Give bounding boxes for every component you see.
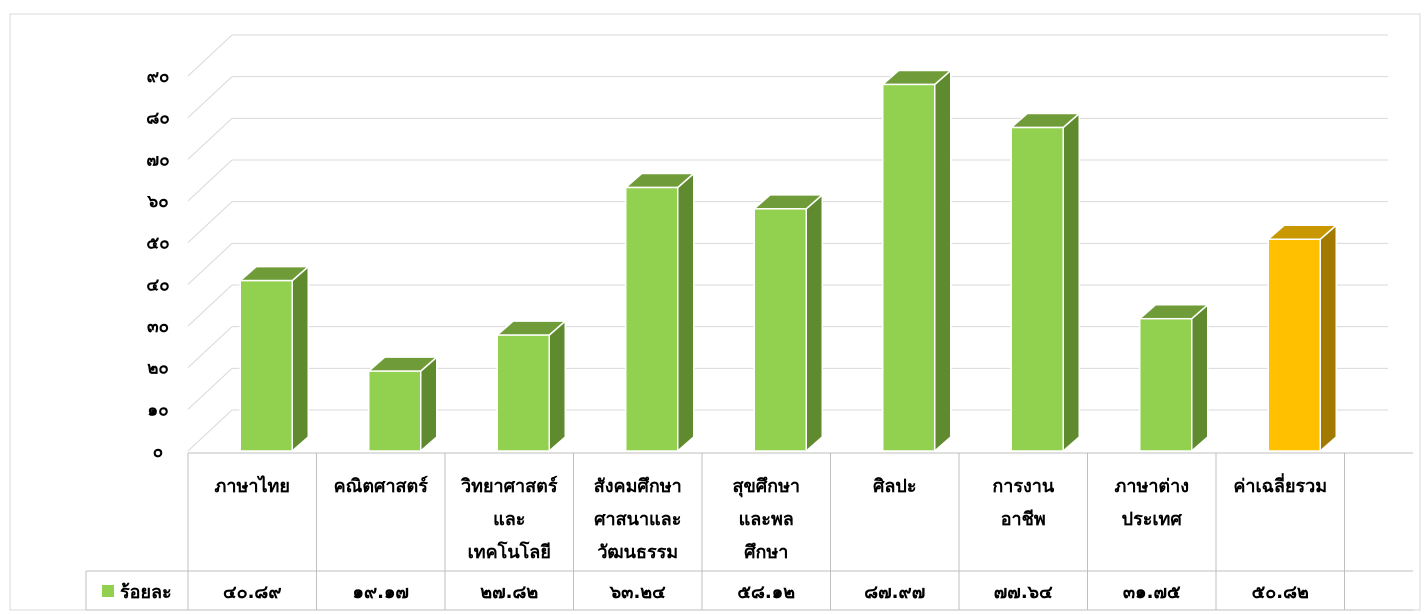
value-label: ๔๐.๘๙ xyxy=(223,582,282,603)
bar-side xyxy=(291,264,309,453)
bar-4 xyxy=(752,193,825,453)
bar-side xyxy=(677,171,695,453)
gridline-diagonal xyxy=(187,367,233,410)
bar-side xyxy=(548,319,566,453)
bar-0 xyxy=(238,264,311,453)
gridline-diagonal xyxy=(187,76,233,119)
category-label: สุขศึกษา xyxy=(732,476,800,498)
bar-6 xyxy=(1009,111,1082,453)
bar-2 xyxy=(495,319,568,453)
category-label: และ xyxy=(493,509,525,530)
value-label: ๘๗.๙๗ xyxy=(864,582,925,603)
bar-front xyxy=(625,186,679,452)
category-label: ศิลปะ xyxy=(873,476,917,497)
bar-5 xyxy=(880,68,953,453)
category-label: ศาสนาและ xyxy=(594,509,681,530)
gridline-diagonal xyxy=(187,159,233,202)
gridline-diagonal xyxy=(187,409,233,452)
gridline-diagonal xyxy=(187,34,233,77)
y-tick-label: ๕๐ xyxy=(146,234,169,254)
bar-7 xyxy=(1137,303,1210,453)
legend-label: ร้อยละ xyxy=(120,582,172,603)
bar-front xyxy=(368,370,422,452)
category-label: เทคโนโลยี xyxy=(468,541,551,563)
bars xyxy=(238,68,1339,453)
bar-side xyxy=(1062,111,1080,453)
gridline-diagonal xyxy=(187,326,233,369)
y-axis-ticks: ๐ ๑๐ ๒๐ ๓๐ ๔๐ ๕๐ ๖๐ ๗๐ ๘๐ ๙๐ xyxy=(146,67,170,462)
legend-swatch xyxy=(102,585,114,597)
bar-front xyxy=(1139,317,1193,452)
gridline-diagonal xyxy=(187,284,233,327)
bar-front xyxy=(882,83,936,452)
gridline-diagonal xyxy=(187,201,233,244)
value-label: ๕๘.๑๒ xyxy=(737,582,795,603)
category-label: ภาษาต่าง xyxy=(1114,476,1189,497)
bar-front xyxy=(496,334,550,452)
value-label: ๗๗.๖๔ xyxy=(994,582,1053,603)
y-tick-label: ๙๐ xyxy=(147,67,170,87)
category-label: อาชีพ xyxy=(1001,509,1046,530)
category-label: คณิตศาสตร์ xyxy=(334,475,429,497)
y-tick-label: ๔๐ xyxy=(146,275,169,295)
category-label: ประเทศ xyxy=(1122,509,1183,530)
gridline-diagonal xyxy=(187,242,233,285)
category-label: ศึกษา xyxy=(744,542,788,563)
category-label: วัฒนธรรม xyxy=(597,542,678,563)
bar-3 xyxy=(623,171,696,453)
y-tick-label: ๖๐ xyxy=(146,192,168,212)
bar-side xyxy=(420,355,438,453)
category-label: ภาษาไทย xyxy=(215,475,290,497)
bar-front xyxy=(1010,126,1064,452)
category-label: และพล xyxy=(739,509,794,530)
category-label: วิทยาศาสตร์ xyxy=(460,475,558,497)
value-label: ๒๗.๘๒ xyxy=(480,582,538,603)
bar-8 xyxy=(1266,223,1339,453)
y-tick-label: ๓๐ xyxy=(147,317,169,337)
category-label: การงาน xyxy=(992,476,1055,497)
value-label: ๑๙.๑๗ xyxy=(353,582,409,603)
category-label: ค่าเฉลี่ยรวม xyxy=(1233,473,1327,497)
y-tick-label: ๒๐ xyxy=(147,359,169,379)
bar-front xyxy=(1267,238,1321,452)
bar-front xyxy=(239,279,293,452)
bar-side xyxy=(805,193,823,453)
value-label: ๖๓.๒๔ xyxy=(609,582,666,603)
gridline-diagonal xyxy=(187,117,233,160)
bar-side xyxy=(1191,303,1209,453)
category-label: สังคมศึกษา xyxy=(594,476,682,497)
bar-1 xyxy=(366,355,439,453)
bar-side xyxy=(1319,223,1337,453)
y-tick-label: ๗๐ xyxy=(146,150,169,170)
y-tick-label: ๑๐ xyxy=(147,400,168,420)
value-label: ๕๐.๘๒ xyxy=(1252,582,1309,603)
bar-side xyxy=(934,68,952,453)
y-tick-label: ๘๐ xyxy=(146,109,170,129)
value-label: ๓๑.๗๕ xyxy=(1123,582,1181,603)
bar-front xyxy=(753,208,807,452)
y-tick-label: ๐ xyxy=(153,442,163,462)
